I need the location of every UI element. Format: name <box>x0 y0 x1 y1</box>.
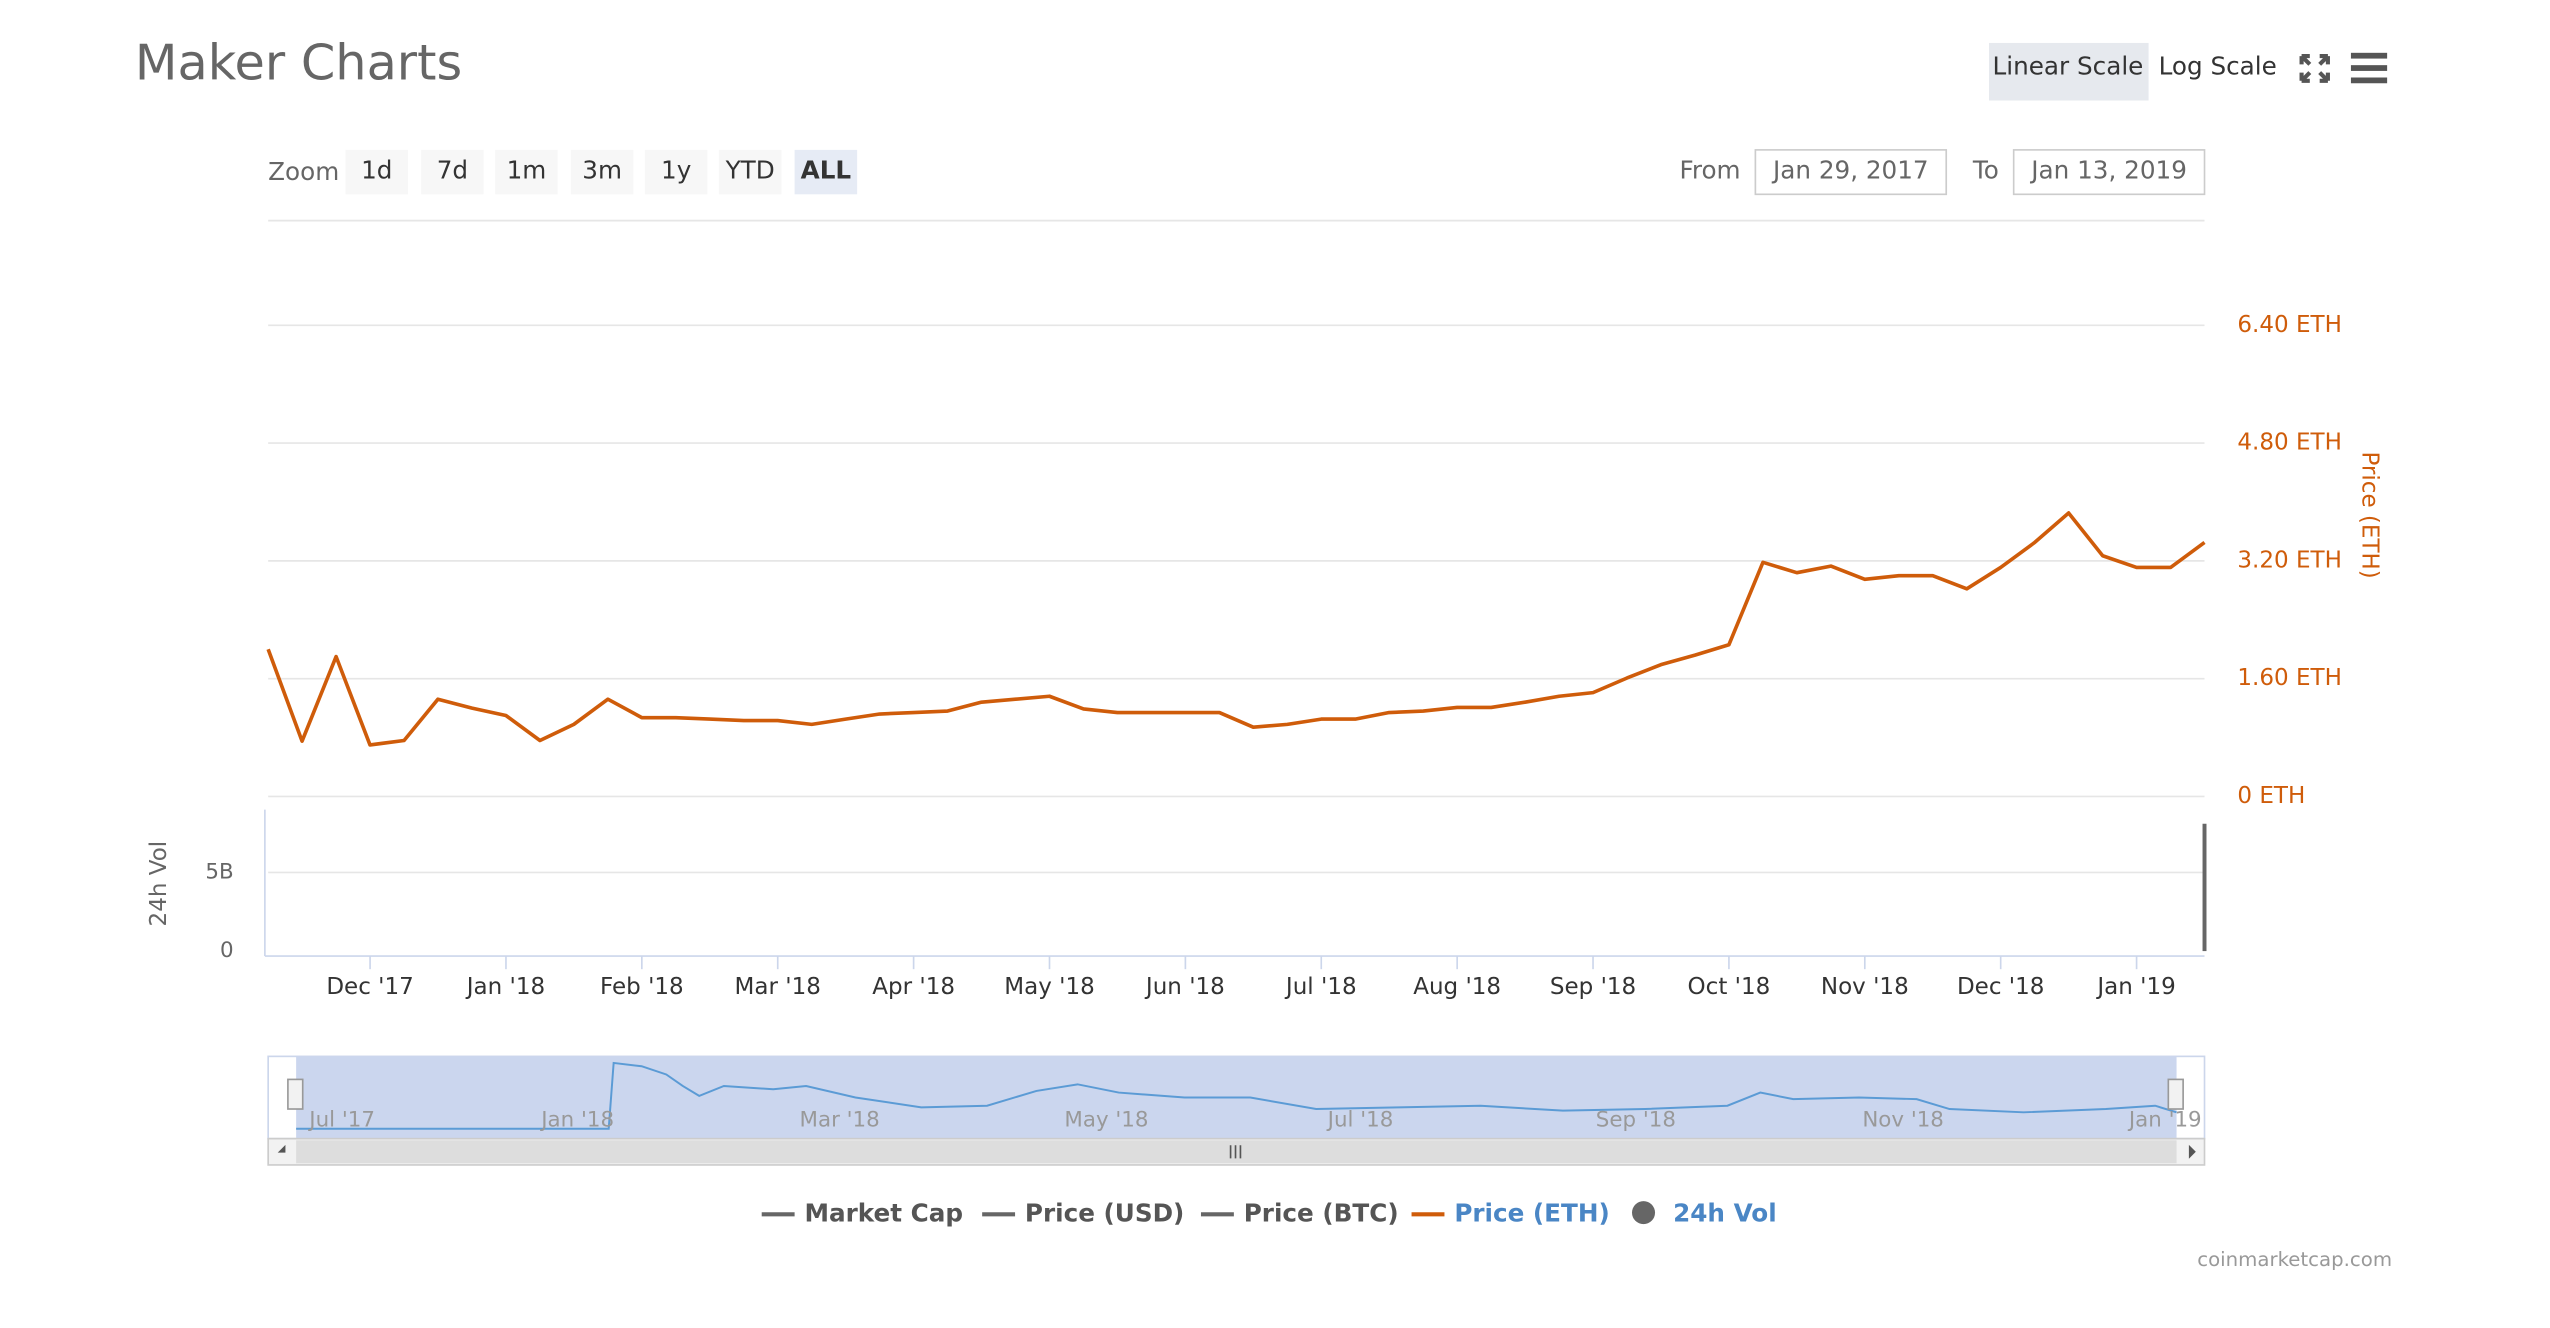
y-tick-label: 6.40 ETH <box>2237 312 2341 338</box>
menu-icon[interactable] <box>2350 52 2388 84</box>
navigator-label: Jul '17 <box>307 1108 375 1133</box>
zoom-button-bg[interactable] <box>345 149 408 195</box>
x-tick-label: Aug '18 <box>1413 974 1501 1000</box>
zoom-button-bg[interactable] <box>718 149 782 195</box>
x-tick-label: Feb '18 <box>600 974 684 1000</box>
zoom-button-bg[interactable] <box>794 149 858 195</box>
zoom-button[interactable]: 1d <box>361 155 392 184</box>
zoom-button[interactable]: 1m <box>507 155 547 184</box>
y-tick-label: 3.20 ETH <box>2237 547 2341 573</box>
x-tick-label: Jan '18 <box>465 974 545 1000</box>
navigator-label: Sep '18 <box>1596 1108 1676 1133</box>
x-tick-label: Sep '18 <box>1550 974 1636 1000</box>
from-label: From <box>1679 155 1740 184</box>
navigator-label: Jan '18 <box>539 1108 614 1133</box>
volume-bar <box>2202 823 2207 952</box>
x-tick-label: May '18 <box>1004 974 1095 1000</box>
legend-entry[interactable]: Market Cap <box>804 1198 963 1227</box>
navigator-label: Jan '19 <box>2127 1108 2202 1133</box>
x-tick-label: Apr '18 <box>872 974 955 1000</box>
to-input[interactable] <box>2012 149 2206 196</box>
navigator-label: Mar '18 <box>800 1108 880 1133</box>
zoom-button[interactable]: YTD <box>725 155 775 184</box>
legend-entry[interactable]: Price (ETH) <box>1454 1198 1609 1227</box>
fullscreen-icon[interactable] <box>2299 54 2330 83</box>
y-tick-label: 4.80 ETH <box>2237 430 2341 456</box>
x-tick-label: Oct '18 <box>1688 974 1771 1000</box>
footer-credit: coinmarketcap.com <box>2197 1248 2392 1271</box>
zoom-button[interactable]: 7d <box>437 155 468 184</box>
y-axis-title: Price (ETH) <box>2357 451 2383 578</box>
navigator-labels: Jul '17 Jan '18 Mar '18 May '18 Jul '18 … <box>307 1108 2201 1133</box>
scale-button-bg <box>1989 42 2149 101</box>
zoom-button[interactable]: ALL <box>801 155 852 184</box>
to-label: To <box>1972 155 1999 184</box>
legend-entry[interactable]: Price (USD) <box>1025 1198 1184 1227</box>
scale-button[interactable]: Log Scale <box>2159 52 2277 81</box>
to-date: Jan 13, 2019 <box>2029 155 2187 184</box>
x-tick-label: Dec '17 <box>326 974 413 1000</box>
zoom-button-bg[interactable] <box>495 149 558 195</box>
legend-symbol <box>1632 1201 1656 1225</box>
zoom-label: Zoom <box>268 157 339 186</box>
x-tick-label: Jul '18 <box>1284 974 1357 1000</box>
x-tick-label: Nov '18 <box>1821 974 1909 1000</box>
legend-entry[interactable]: 24h Vol <box>1673 1198 1777 1227</box>
navigator-label: Nov '18 <box>1862 1108 1944 1133</box>
legend: Market Cap Price (USD) Price (BTC) Price (E… <box>761 1198 1777 1227</box>
x-tick-label: Mar '18 <box>735 974 821 1000</box>
zoom-button[interactable]: 1y <box>661 155 691 184</box>
volume-tick-label: 5B <box>205 859 233 884</box>
page-title: Maker Charts <box>135 33 462 91</box>
y-tick-label: 1.60 ETH <box>2237 665 2341 691</box>
zoom-buttons: 1d 7d 1m 3m 1y YTD ALL <box>345 149 858 195</box>
volume-axis-title: 24h Vol <box>146 841 172 927</box>
y-tick-label: 0 ETH <box>2237 783 2305 809</box>
legend-entry[interactable]: Price (BTC) <box>1244 1198 1399 1227</box>
from-input[interactable] <box>1754 149 1948 196</box>
x-tick-label: Jan '19 <box>2095 974 2175 1000</box>
navigator-series <box>296 1061 2177 1130</box>
x-tick-label: Dec '18 <box>1957 974 2044 1000</box>
from-date: Jan 29, 2017 <box>1771 155 1929 184</box>
zoom-button-bg[interactable] <box>570 149 634 195</box>
volume-tick-label: 0 <box>220 938 234 963</box>
navigator-handle[interactable] <box>2167 1078 2184 1110</box>
price-line <box>266 511 2206 747</box>
navigator-label: May '18 <box>1064 1108 1148 1133</box>
navigator-label: Jul '18 <box>1326 1108 1394 1133</box>
scrollbar-arrows <box>277 1144 2196 1159</box>
zoom-button-bg[interactable] <box>421 149 484 195</box>
zoom-button-bg[interactable] <box>644 149 708 195</box>
scale-button[interactable]: Linear Scale <box>1993 52 2144 81</box>
navigator[interactable]: Jul '17 Jan '18 Mar '18 May '18 Jul '18 … <box>267 1055 2206 1166</box>
x-tick-label: Jun '18 <box>1144 974 1225 1000</box>
zoom-button[interactable]: 3m <box>582 155 622 184</box>
navigator-handle[interactable] <box>287 1078 304 1110</box>
